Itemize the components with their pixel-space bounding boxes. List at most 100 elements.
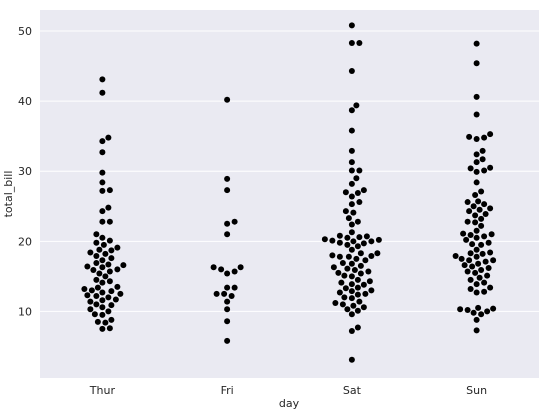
data-point-sat [348, 67, 355, 74]
data-point-sun [478, 241, 485, 248]
data-point-fri [231, 284, 238, 291]
data-point-thur [117, 290, 124, 297]
data-point-sat [335, 269, 342, 276]
data-point-sun [481, 201, 488, 208]
data-point-sun [466, 133, 473, 140]
grid-lines [40, 30, 539, 312]
data-point-thur [81, 285, 88, 292]
data-point-thur [99, 304, 106, 311]
data-point-sun [466, 208, 473, 215]
data-point-sun [457, 306, 464, 313]
data-point-thur [120, 262, 127, 269]
data-point-sun [487, 131, 494, 138]
data-point-sat [348, 147, 355, 154]
data-point-sun [475, 198, 482, 205]
data-point-thur [108, 247, 115, 254]
data-point-sun [472, 269, 479, 276]
x-tick-label: Sat [343, 384, 362, 397]
data-point-sun [473, 234, 480, 241]
data-point-sun [487, 164, 494, 171]
data-point-sat [348, 356, 355, 363]
data-point-sun [481, 288, 488, 295]
data-point-sun [467, 250, 474, 257]
data-point-sun [484, 308, 491, 315]
data-point-thur [106, 237, 113, 244]
data-point-sat [342, 285, 349, 292]
data-point-sat [336, 239, 343, 246]
data-point-sat [374, 250, 381, 257]
data-point-sun [478, 215, 485, 222]
data-point-thur [93, 239, 100, 246]
data-point-sun [473, 289, 480, 296]
data-point-sun [473, 168, 480, 175]
data-point-sat [336, 232, 343, 239]
data-point-sun [452, 253, 459, 260]
data-point-sun [479, 156, 486, 163]
data-point-sun [464, 218, 471, 225]
data-point-thur [93, 260, 100, 267]
data-point-fri [224, 231, 231, 238]
data-point-sun [490, 257, 497, 264]
data-point-sun [469, 263, 476, 270]
data-point-sun [481, 233, 488, 240]
data-point-sun [479, 147, 486, 154]
data-point-sun [490, 305, 497, 312]
data-point-sat [342, 208, 349, 215]
data-point-thur [99, 208, 106, 215]
data-point-sat [348, 281, 355, 288]
data-point-sun [467, 165, 474, 172]
data-point-thur [96, 270, 103, 277]
data-point-sat [338, 279, 345, 286]
data-point-fri [224, 337, 231, 344]
data-point-sat [350, 209, 357, 216]
data-point-sun [484, 272, 491, 279]
data-point-sat [336, 289, 343, 296]
data-point-sat [348, 167, 355, 174]
data-point-sun [481, 279, 488, 286]
data-point-thur [99, 289, 106, 296]
data-point-thur [108, 288, 115, 295]
y-tick-label: 10 [18, 305, 32, 318]
y-tick-label: 50 [18, 25, 32, 38]
data-point-sun [461, 262, 468, 269]
y-tick-label: 30 [18, 165, 32, 178]
data-point-thur [99, 149, 106, 156]
data-point-sun [467, 276, 474, 283]
data-point-fri [224, 298, 231, 305]
data-point-sat [329, 252, 336, 259]
data-point-sun [473, 159, 480, 166]
data-point-sun [476, 274, 483, 281]
data-point-sun [460, 230, 467, 237]
data-point-sat [348, 229, 355, 236]
data-point-thur [99, 187, 106, 194]
data-point-sat [345, 215, 352, 222]
data-point-sun [473, 40, 480, 47]
data-point-sat [354, 189, 361, 196]
data-point-sat [348, 22, 355, 29]
data-point-sat [344, 234, 351, 241]
data-point-sat [365, 268, 372, 275]
data-point-sat [348, 180, 355, 187]
data-point-sun [473, 135, 480, 142]
data-point-thur [105, 308, 112, 315]
data-point-fri [237, 264, 244, 271]
data-point-fri [221, 290, 228, 297]
data-point-sat [329, 237, 336, 244]
data-point-sun [473, 281, 480, 288]
data-point-sun [478, 311, 485, 318]
data-point-sat [363, 233, 370, 240]
data-point-sun [472, 192, 479, 199]
data-point-sat [362, 290, 369, 297]
data-point-sun [478, 267, 485, 274]
data-point-sun [473, 316, 480, 323]
x-tick-labels: Thur Fri Sat Sun [89, 384, 487, 397]
data-point-sat [354, 243, 361, 250]
data-point-sun [458, 255, 465, 262]
data-point-sat [356, 234, 363, 241]
data-point-thur [99, 257, 106, 264]
data-point-thur [94, 318, 101, 325]
data-point-thur [102, 250, 109, 257]
data-point-thur [114, 283, 121, 290]
data-point-sat [360, 187, 367, 194]
